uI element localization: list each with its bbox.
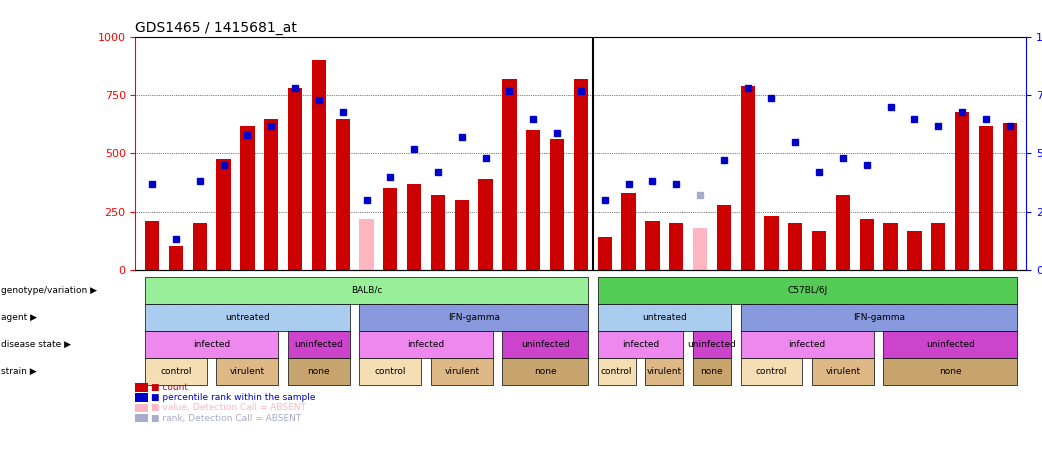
Bar [908,232,921,270]
Bar [407,184,421,270]
Bar [954,112,969,270]
Text: agent ▶: agent ▶ [1,312,38,322]
Text: C57BL/6J: C57BL/6J [787,286,827,295]
Text: uninfected: uninfected [295,339,343,349]
Bar [478,179,493,270]
Bar [383,188,397,270]
Bar [645,221,660,270]
Text: virulent: virulent [647,366,681,376]
Text: ■ value, Detection Call = ABSENT: ■ value, Detection Call = ABSENT [151,403,306,412]
Bar [932,223,945,270]
Text: virulent: virulent [825,366,861,376]
Bar [693,228,708,270]
Text: none: none [307,366,330,376]
Bar [217,159,230,270]
Bar [550,140,564,270]
Bar [526,130,541,270]
Text: ■ count: ■ count [151,383,189,392]
Bar [264,119,278,270]
Bar [860,219,874,270]
Bar [312,60,326,270]
Text: control: control [160,366,192,376]
Bar [717,205,731,270]
Bar [884,223,898,270]
Bar [765,216,778,270]
Bar [502,79,517,270]
Text: ■ rank, Detection Call = ABSENT: ■ rank, Detection Call = ABSENT [151,413,301,423]
Text: uninfected: uninfected [925,339,974,349]
Text: control: control [374,366,406,376]
Bar [241,126,254,270]
Bar [193,223,207,270]
Bar [336,119,350,270]
Text: none: none [534,366,556,376]
Bar [430,195,445,270]
Text: control: control [601,366,632,376]
Bar [788,223,802,270]
Text: GDS1465 / 1415681_at: GDS1465 / 1415681_at [135,21,297,35]
Bar [454,200,469,270]
Bar [598,237,612,270]
Text: uninfected: uninfected [688,339,737,349]
Text: BALB/c: BALB/c [351,286,382,295]
Text: virulent: virulent [444,366,479,376]
Bar [288,88,302,270]
Text: strain ▶: strain ▶ [1,366,36,376]
Bar [836,195,850,270]
Bar [621,193,636,270]
Bar [169,246,183,270]
Text: none: none [939,366,962,376]
Bar [669,223,684,270]
Text: IFN-gamma: IFN-gamma [852,312,904,322]
Text: infected: infected [789,339,826,349]
Bar [574,79,588,270]
Bar [1002,123,1017,270]
Bar [978,126,993,270]
Text: infected: infected [193,339,230,349]
Text: uninfected: uninfected [521,339,570,349]
Text: ■ percentile rank within the sample: ■ percentile rank within the sample [151,393,316,402]
Bar [145,221,159,270]
Text: none: none [700,366,723,376]
Bar [359,219,374,270]
Text: disease state ▶: disease state ▶ [1,339,71,349]
Text: IFN-gamma: IFN-gamma [448,312,500,322]
Bar [812,232,826,270]
Text: untreated: untreated [225,312,270,322]
Text: infected: infected [622,339,660,349]
Bar [741,86,754,270]
Text: untreated: untreated [642,312,687,322]
Text: genotype/variation ▶: genotype/variation ▶ [1,286,97,295]
Text: infected: infected [407,339,445,349]
Text: control: control [755,366,788,376]
Text: virulent: virulent [230,366,265,376]
